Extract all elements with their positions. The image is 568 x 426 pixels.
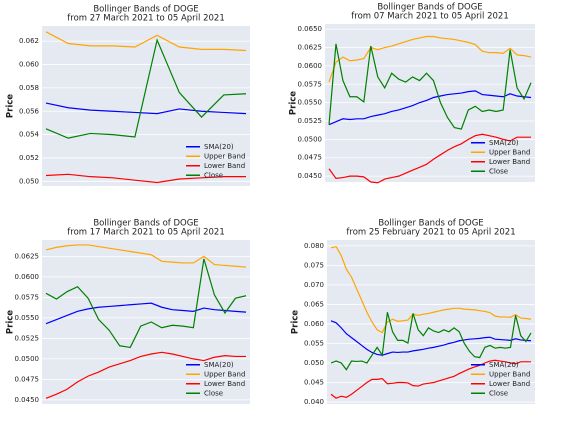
- y-axis-label: Price: [289, 91, 299, 115]
- chart-subtitle: from 17 March 2021 to 05 April 2021: [67, 228, 224, 238]
- series-line: [45, 244, 247, 268]
- legend-label: Close: [204, 171, 223, 179]
- y-tick-label: 0.0525: [298, 117, 323, 125]
- y-tick-label: 0.055: [304, 339, 324, 347]
- series-line: [328, 133, 531, 184]
- legend-label: SMA(20): [204, 143, 234, 151]
- y-tick-label: 0.060: [19, 61, 39, 69]
- series-line: [330, 320, 532, 356]
- series-line: [45, 173, 246, 184]
- legend-label: Lower Band: [204, 162, 245, 170]
- series-line: [45, 38, 247, 139]
- legend-label: Lower Band: [204, 380, 245, 388]
- chart-title: Bollinger Bands of DOGE: [93, 5, 198, 15]
- y-tick-label: 0.0500: [298, 135, 323, 143]
- y-tick-label: 0.040: [304, 398, 324, 406]
- y-tick-label: 0.0650: [298, 25, 323, 33]
- y-axis-label: Price: [6, 310, 16, 334]
- legend-label: Close: [489, 389, 508, 397]
- legend-label: Upper Band: [204, 152, 245, 160]
- series-line: [45, 102, 247, 115]
- legend-label: Upper Band: [489, 148, 530, 156]
- series-line: [45, 31, 247, 52]
- y-tick-label: 0.0625: [298, 44, 323, 52]
- plot-background: [42, 26, 250, 186]
- y-tick-label: 0.052: [19, 154, 39, 162]
- legend-label: SMA(20): [204, 361, 234, 369]
- chart-subtitle: from 27 March 2021 to 05 April 2021: [67, 14, 224, 24]
- y-tick-label: 0.045: [304, 379, 324, 387]
- series-line: [330, 312, 532, 371]
- y-axis-label: Price: [291, 310, 301, 334]
- y-tick-label: 0.050: [19, 177, 39, 185]
- series-line: [328, 90, 532, 126]
- chart-subtitle: from 07 March 2021 to 05 April 2021: [351, 12, 508, 22]
- series-line: [328, 43, 532, 130]
- y-tick-label: 0.0600: [298, 62, 323, 70]
- y-axis-label: Price: [6, 94, 16, 118]
- y-tick-label: 0.0475: [15, 375, 40, 383]
- y-tick-label: 0.0525: [15, 334, 40, 342]
- y-tick-label: 0.075: [304, 261, 324, 269]
- series-line: [45, 351, 246, 399]
- y-tick-label: 0.0575: [298, 80, 323, 88]
- y-tick-label: 0.0475: [298, 154, 323, 162]
- series-line: [45, 258, 247, 349]
- y-tick-label: 0.054: [19, 131, 40, 139]
- chart-title: Bollinger Bands of DOGE: [93, 219, 198, 229]
- y-tick-label: 0.062: [19, 37, 39, 45]
- y-tick-label: 0.0550: [298, 99, 323, 107]
- series-line: [330, 359, 531, 399]
- plot-background: [327, 240, 535, 404]
- y-tick-label: 0.080: [304, 242, 324, 250]
- y-tick-label: 0.0500: [15, 355, 40, 363]
- y-tick-label: 0.056: [19, 107, 40, 115]
- legend-label: Upper Band: [204, 370, 245, 378]
- legend-label: Close: [489, 167, 508, 175]
- y-tick-label: 0.0625: [15, 252, 40, 260]
- legend-label: Upper Band: [489, 370, 530, 378]
- y-tick-label: 0.0450: [15, 396, 40, 404]
- chart-title: Bollinger Bands of DOGE: [378, 219, 483, 229]
- y-tick-label: 0.058: [19, 84, 39, 92]
- legend-label: SMA(20): [489, 361, 519, 369]
- y-tick-label: 0.0575: [15, 293, 40, 301]
- y-tick-label: 0.0600: [15, 273, 40, 281]
- chart-title: Bollinger Bands of DOGE: [377, 3, 482, 13]
- plot-background: [42, 240, 250, 404]
- y-tick-label: 0.0450: [298, 172, 323, 180]
- legend-label: Lower Band: [489, 158, 530, 166]
- series-line: [330, 245, 532, 334]
- legend-label: SMA(20): [489, 139, 519, 147]
- legend-label: Close: [204, 389, 223, 397]
- y-tick-label: 0.070: [304, 281, 324, 289]
- series-line: [328, 35, 532, 83]
- y-tick-label: 0.050: [304, 359, 324, 367]
- legend-label: Lower Band: [489, 380, 530, 388]
- series-line: [45, 302, 247, 325]
- y-tick-label: 0.065: [304, 300, 324, 308]
- chart-subtitle: from 25 February 2021 to 05 April 2021: [346, 228, 515, 238]
- y-tick-label: 0.0550: [15, 314, 40, 322]
- y-tick-label: 0.060: [304, 320, 324, 328]
